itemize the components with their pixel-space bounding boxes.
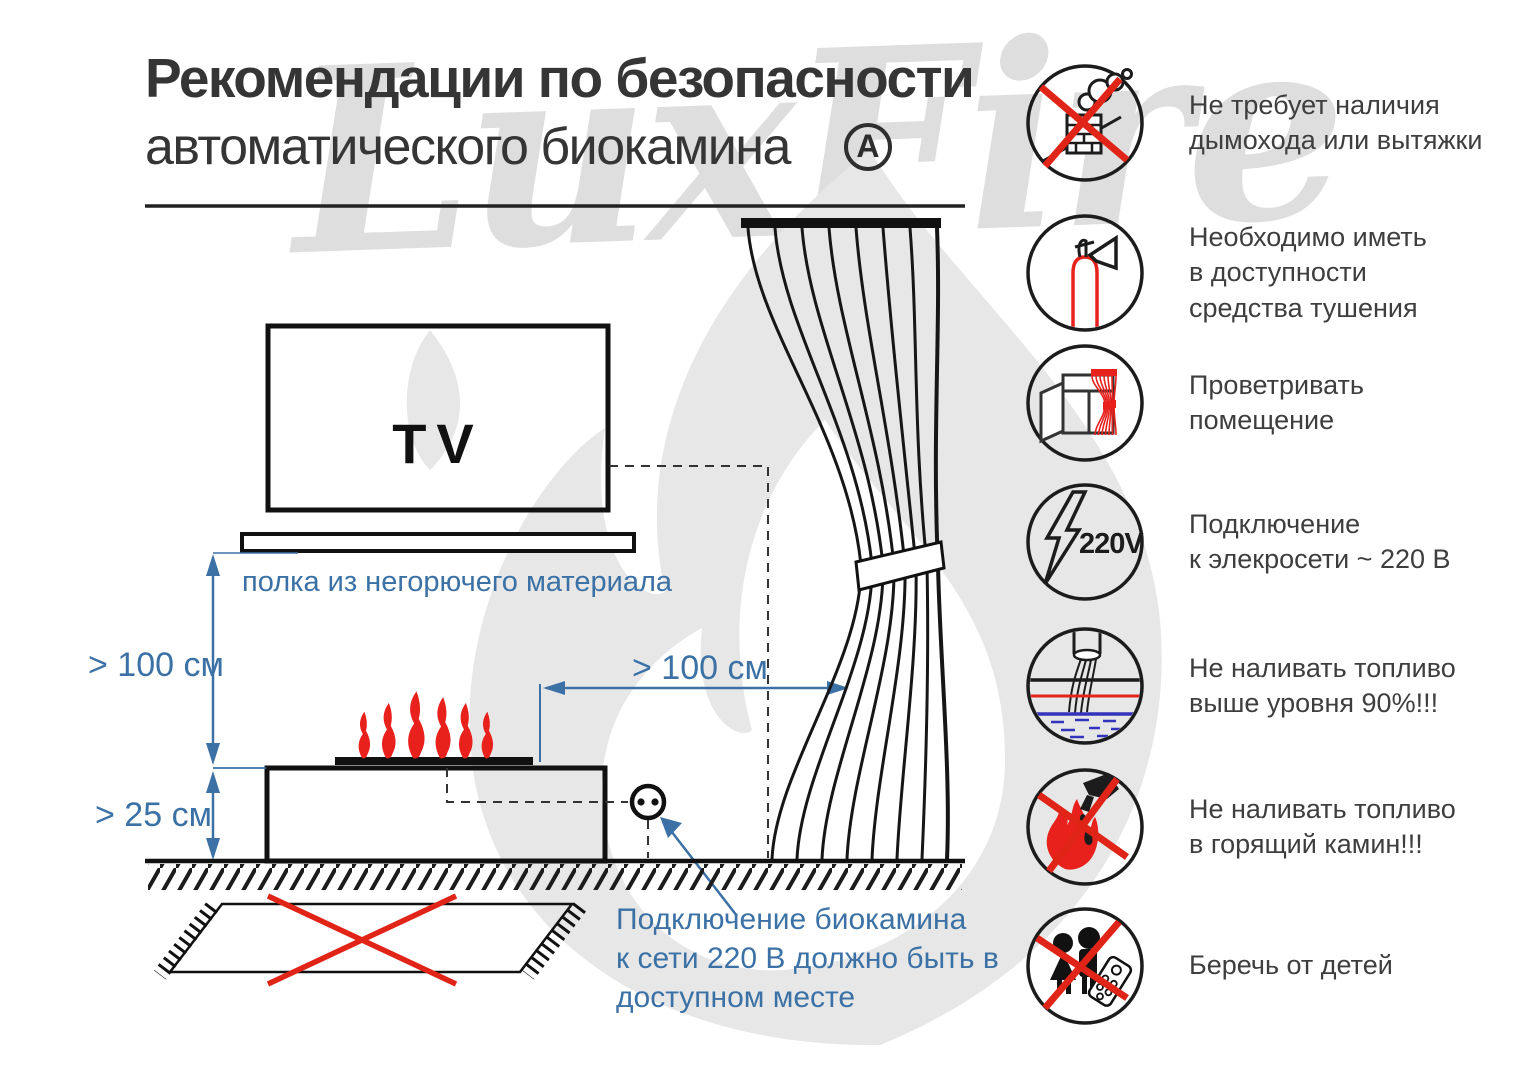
power-socket (629, 783, 667, 821)
title-line-1: Рекомендации по безопасности (145, 47, 975, 109)
keep-from-children-icon (1026, 907, 1144, 1025)
curtain-tie (854, 540, 946, 592)
no-carpet-cross (266, 893, 458, 987)
smoke-puffs (1077, 68, 1133, 112)
badge-220v: 220V (1079, 528, 1144, 560)
safety-item-no-refill: Не наливать топливо в горящий камин!!! (1023, 765, 1519, 889)
fireplace-flames (358, 691, 494, 759)
lightning-bolt (1043, 490, 1088, 585)
safety-label: Необходимо иметь в доступности средства … (1189, 222, 1427, 323)
circled-a-marker: A (843, 123, 892, 172)
safety-item-fuel-level: Не наливать топливо выше уровня 90%!!! (1023, 624, 1519, 748)
fuel-liquid (1051, 718, 1122, 739)
dimension-label-25cm: > 25 см (95, 796, 212, 834)
socket-note: Подключение биокамина к сети 220 В должн… (616, 903, 999, 1014)
title-line-2: автоматического биокамина (145, 117, 791, 176)
safety-item-ventilation: Проветривать помещение (1023, 341, 1519, 465)
dimension-lines (206, 552, 849, 917)
safety-label: Подключение к элекросети ~ 220 В (1189, 508, 1451, 574)
curtain (741, 218, 950, 860)
burner (335, 757, 533, 765)
red-curtain (1091, 369, 1117, 436)
safety-item-children: Беречь от детей (1023, 904, 1519, 1028)
safety-item-extinguisher: Необходимо иметь в доступности средства … (1023, 211, 1519, 335)
no-chimney-icon (1026, 64, 1144, 182)
safety-label: Беречь от детей (1189, 950, 1393, 981)
safety-label: Не требует наличия дымохода или вытяжки (1189, 89, 1483, 155)
carpet (154, 902, 586, 980)
safety-label: Не наливать топливо выше уровня 90%!!! (1189, 652, 1456, 718)
page-title: Рекомендации по безопасности автоматичес… (145, 47, 975, 176)
safety-item-power: 220V Подключение к элекросети ~ 220 В (1023, 480, 1519, 604)
shelf-label: полка из негорючего материала (242, 566, 673, 598)
power-220v-icon: 220V (1026, 483, 1145, 601)
floor-hatching (148, 864, 962, 890)
fireplace-box (264, 765, 608, 864)
extinguisher-icon (1026, 214, 1144, 332)
fuel-level-icon (1026, 627, 1144, 745)
dashed-guide-lines (446, 465, 769, 858)
dimension-label-100cm-vertical: > 100 см (88, 646, 224, 684)
tv-label: TV (392, 412, 484, 475)
no-refill-burning-icon (1026, 768, 1144, 886)
safety-label: Проветривать помещение (1189, 369, 1364, 435)
dimension-label-100cm-horizontal: > 100 см (632, 649, 768, 687)
ventilation-icon (1026, 344, 1144, 462)
safety-label: Не наливать топливо в горящий камин!!! (1189, 793, 1456, 859)
tv-box (265, 323, 611, 513)
shelf (240, 532, 636, 553)
safety-item-no-chimney: Не требует наличия дымохода или вытяжки (1023, 61, 1519, 185)
